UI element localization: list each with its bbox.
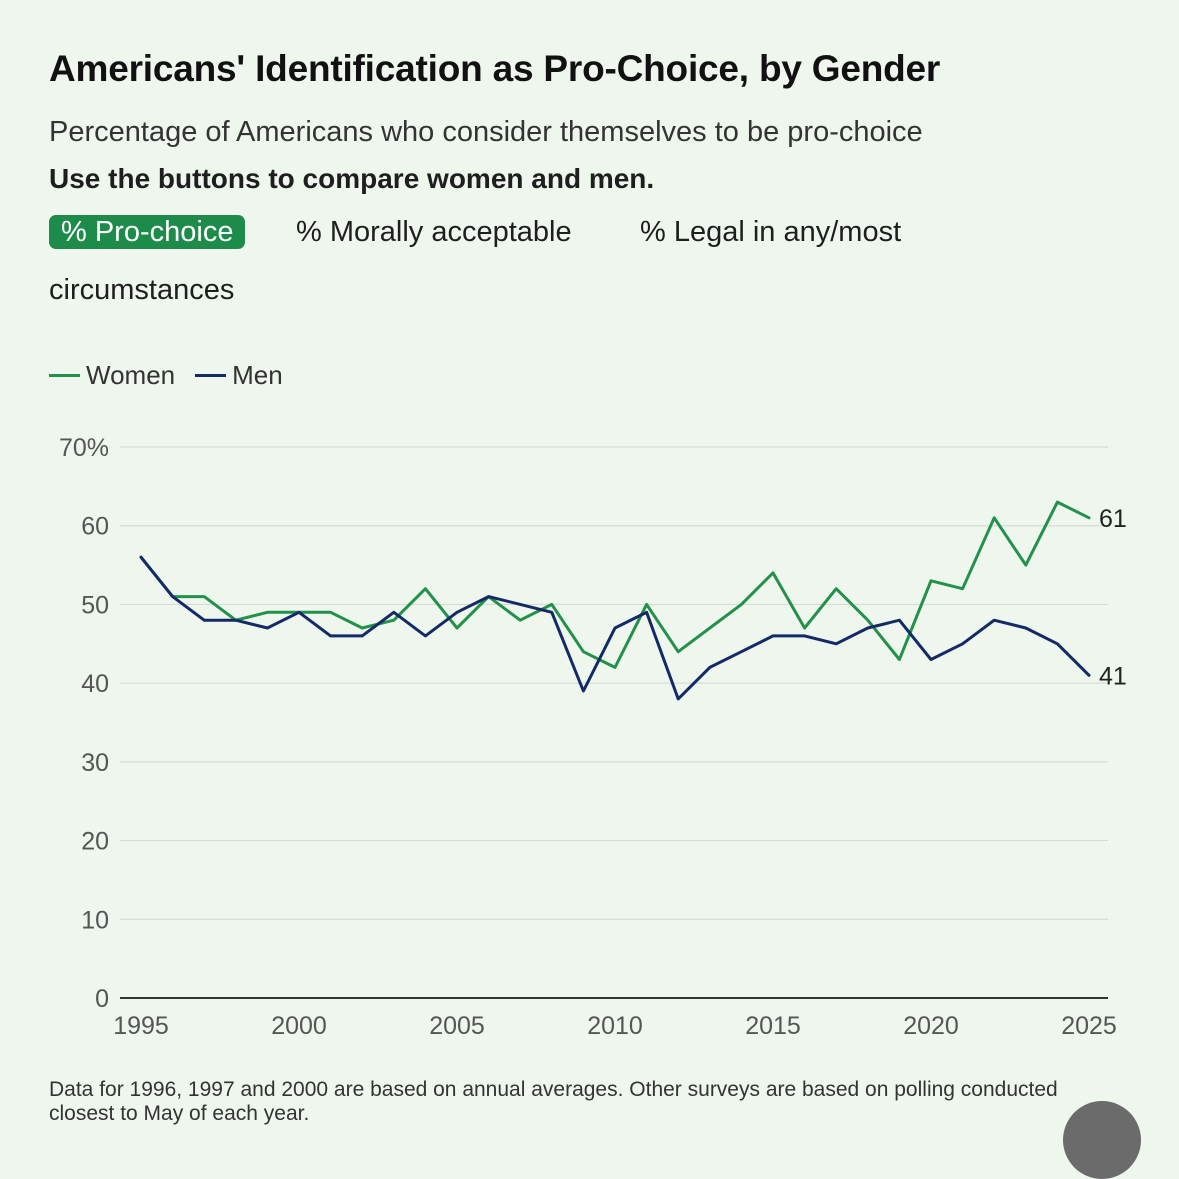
legend-item-women: Women [49, 360, 175, 391]
legend-label-men: Men [232, 360, 283, 390]
pro-choice-button[interactable]: % Pro-choice [49, 215, 246, 249]
legend-swatch-men [195, 374, 227, 377]
x-tick-label-2015: 2015 [745, 1012, 801, 1040]
legend-swatch-women [49, 374, 80, 377]
chart-legend: Women Men [49, 360, 303, 391]
y-tick-label-30: 30 [81, 749, 109, 777]
instruction-text: Use the buttons to compare women and men… [49, 163, 655, 194]
legend-item-men: Men [195, 360, 283, 391]
x-tick-label-2005: 2005 [429, 1012, 485, 1040]
end-label-women: 61 [1099, 505, 1127, 533]
chart-title: Americans' Identification as Pro-Choice,… [49, 48, 941, 89]
end-label-men: 41 [1099, 662, 1127, 690]
y-tick-label-10: 10 [81, 906, 109, 934]
x-tick-label-2025: 2025 [1061, 1012, 1117, 1040]
footnote: Data for 1996, 1997 and 2000 are based o… [49, 1078, 1058, 1125]
y-tick-label-60: 60 [81, 513, 109, 541]
series-line-women [139, 500, 1091, 669]
legal-circumstances-button-line2[interactable]: circumstances [49, 274, 235, 306]
y-tick-label-0: 0 [95, 985, 109, 1013]
chart-subtitle: Percentage of Americans who consider the… [49, 116, 923, 148]
y-tick-label-20: 20 [81, 828, 109, 856]
y-tick-label-70: 70% [59, 434, 109, 462]
floating-action-button[interactable] [1063, 1101, 1141, 1179]
series-line-men [139, 555, 1091, 701]
y-tick-label-40: 40 [81, 670, 109, 698]
x-tick-label-2010: 2010 [587, 1012, 643, 1040]
y-tick-label-50: 50 [81, 591, 109, 619]
x-tick-label-2000: 2000 [271, 1012, 327, 1040]
morally-acceptable-button[interactable]: % Morally acceptable [296, 216, 572, 248]
line-chart: 0 10 20 30 40 50 60 70% 1995 2000 2005 2010 2015 2020… [59, 434, 1127, 1040]
legend-label-women: Women [86, 360, 176, 390]
x-tick-label-2020: 2020 [903, 1012, 959, 1040]
x-tick-label-1995: 1995 [113, 1012, 169, 1040]
legal-circumstances-button[interactable]: % Legal in any/most [640, 216, 902, 248]
